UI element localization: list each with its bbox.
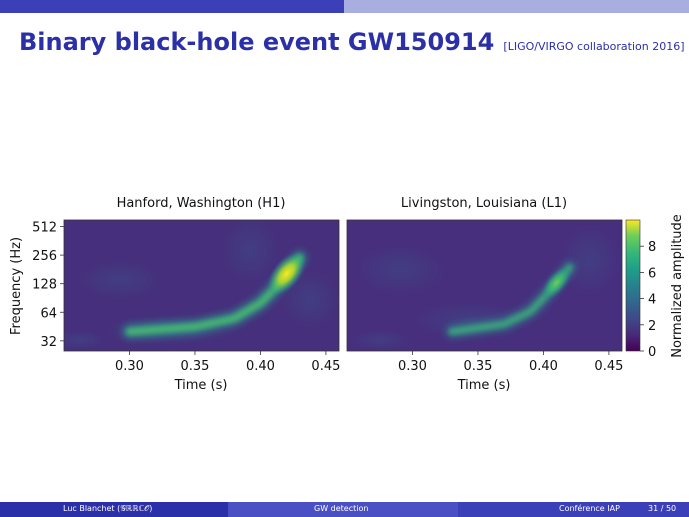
l1-x-axis-label: Time (s) (457, 378, 511, 393)
colorbar-gradient (625, 219, 641, 352)
colorbar-tick-label: 0 (648, 345, 656, 360)
l1-heatmap-panel: 0.30 0.35 0.40 0.45 Time (s) (346, 219, 623, 393)
top-navigation-bar (0, 0, 689, 13)
h1-y-tick-label: 256 (32, 249, 57, 264)
footer-middle-segment: GW detection (228, 502, 458, 517)
colorbar-tick-label: 8 (648, 240, 656, 255)
colorbar-tick-label: 2 (648, 319, 656, 334)
l1-chirp-peak (541, 266, 572, 300)
top-bar-left-segment (0, 0, 344, 13)
h1-x-tick-label: 0.35 (180, 359, 209, 374)
h1-chirp-signal (122, 250, 307, 339)
l1-x-tick-label: 0.40 (529, 359, 558, 374)
colorbar-tick-label: 4 (648, 293, 656, 308)
footer-venue: Conférence IAP (559, 504, 620, 513)
l1-chirp-signal (445, 261, 576, 338)
h1-panel-title: Hanford, Washington (H1) (117, 196, 286, 211)
h1-y-tick-label: 512 (32, 221, 57, 236)
l1-x-tick-label: 0.45 (594, 359, 623, 374)
colorbar: 0 2 4 6 8 Normalized amplitude (625, 214, 685, 360)
h1-x-tick-label: 0.45 (311, 359, 340, 374)
footer-left-segment: Luc Blanchet (𝒢ℝℝℂ𝒪) (0, 502, 228, 517)
spectrogram-figure: Hanford, Washington (H1) Livingston, Lou… (9, 196, 685, 393)
h1-x-axis-label: Time (s) (174, 378, 228, 393)
h1-x-tick-label: 0.30 (115, 359, 144, 374)
slide-footer: Luc Blanchet (𝒢ℝℝℂ𝒪) GW detection Confér… (0, 502, 689, 517)
top-bar-right-segment (344, 0, 689, 13)
slide-title: Binary black-hole event GW150914 [LIGO/V… (19, 28, 685, 56)
h1-y-tick-label: 64 (40, 306, 57, 321)
footer-author: Luc Blanchet (𝒢ℝℝℂ𝒪) (63, 504, 153, 513)
h1-x-ticks: 0.30 0.35 0.40 0.45 (115, 351, 340, 374)
colorbar-label: Normalized amplitude (670, 214, 685, 358)
l1-x-tick-label: 0.30 (398, 359, 427, 374)
h1-chirp-peak (266, 251, 307, 296)
footer-right-segment: Conférence IAP 31 / 50 (458, 502, 689, 517)
h1-y-tick-label: 128 (32, 278, 57, 293)
h1-x-tick-label: 0.40 (246, 359, 275, 374)
h1-y-ticks: 32 64 128 256 512 (32, 221, 64, 350)
h1-y-tick-label: 32 (40, 335, 57, 350)
footer-topic: GW detection (314, 504, 369, 513)
slide-citation: [LIGO/VIRGO collaboration 2016] (503, 40, 685, 53)
h1-y-axis-label: Frequency (Hz) (9, 237, 24, 335)
l1-x-ticks: 0.30 0.35 0.40 0.45 (398, 351, 623, 374)
footer-page-number: 31 / 50 (648, 504, 677, 513)
l1-panel-title: Livingston, Louisiana (L1) (401, 196, 567, 211)
colorbar-tick-label: 6 (648, 266, 656, 281)
l1-x-tick-label: 0.35 (463, 359, 492, 374)
slide-title-text: Binary black-hole event GW150914 (19, 28, 495, 56)
colorbar-ticks: 0 2 4 6 8 (640, 240, 656, 360)
